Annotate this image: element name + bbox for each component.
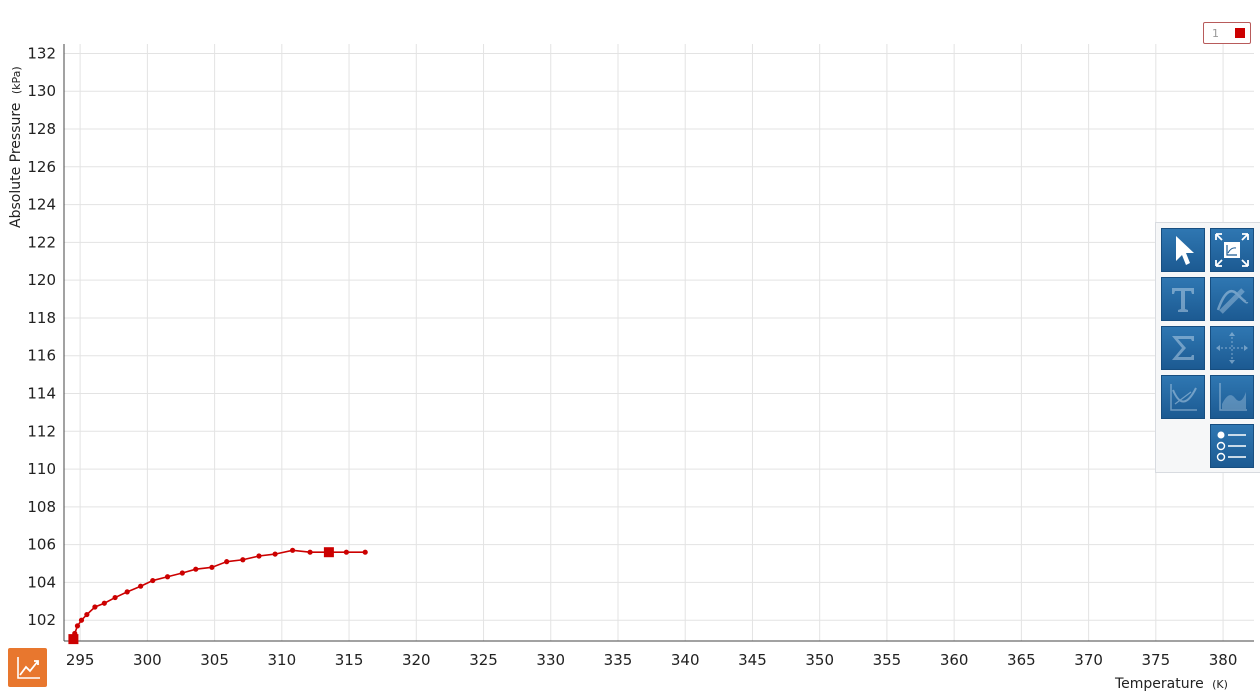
y-tick-label: 114 bbox=[27, 385, 56, 403]
x-tick-label: 360 bbox=[940, 651, 969, 669]
x-tick-label: 335 bbox=[604, 651, 633, 669]
x-tick-label: 310 bbox=[268, 651, 297, 669]
select-tool-button[interactable] bbox=[1161, 228, 1205, 272]
graph-toolbar bbox=[1155, 222, 1260, 473]
crosshair-icon bbox=[1216, 332, 1248, 364]
y-tick-label: 106 bbox=[27, 536, 56, 554]
data-point bbox=[112, 594, 118, 601]
legend-options-button[interactable] bbox=[1210, 424, 1254, 468]
x-tick-label: 300 bbox=[133, 651, 162, 669]
y-tick-label: 104 bbox=[27, 573, 56, 591]
y-tick-label: 116 bbox=[27, 347, 56, 365]
x-tick-label: 350 bbox=[805, 651, 834, 669]
statistics-button[interactable] bbox=[1161, 326, 1205, 370]
y-tick-label: 124 bbox=[27, 196, 56, 214]
data-point bbox=[74, 623, 81, 629]
data-point bbox=[343, 549, 349, 555]
y-tick-label: 128 bbox=[27, 120, 56, 138]
legend-swatch bbox=[1235, 28, 1245, 38]
data-point bbox=[209, 564, 215, 570]
x-tick-label: 355 bbox=[873, 651, 902, 669]
data-point bbox=[138, 583, 144, 589]
x-tick-label: 295 bbox=[66, 651, 95, 669]
data-point bbox=[84, 611, 90, 618]
y-tick-label: 108 bbox=[27, 498, 56, 516]
data-point bbox=[150, 577, 156, 584]
integral-area-icon bbox=[1219, 383, 1247, 411]
tick-layer: 295 300 305 310 315 320 325 330 335 340 345 350 355 3… bbox=[27, 44, 1237, 669]
series-marker bbox=[68, 634, 79, 645]
tangent-button[interactable] bbox=[1161, 375, 1205, 419]
x-tick-label: 375 bbox=[1142, 651, 1171, 669]
y-tick-label: 102 bbox=[27, 611, 56, 629]
y-axis-label: Absolute Pressure bbox=[8, 103, 24, 228]
y-tick-label: 118 bbox=[27, 309, 56, 327]
legend-label: 1 bbox=[1212, 26, 1219, 40]
x-tick-label: 325 bbox=[469, 651, 498, 669]
data-point bbox=[289, 547, 296, 553]
legend-options-icon bbox=[1216, 431, 1246, 462]
y-tick-label: 126 bbox=[27, 158, 56, 176]
x-tick-label: 365 bbox=[1007, 651, 1036, 669]
sigma-icon bbox=[1172, 336, 1194, 360]
x-tick-label: 315 bbox=[335, 651, 364, 669]
y-tick-label: 130 bbox=[27, 82, 56, 100]
y-tick-label: 112 bbox=[27, 422, 56, 440]
y-tick-label: 120 bbox=[27, 271, 56, 289]
x-tick-label: 345 bbox=[738, 651, 767, 669]
data-point bbox=[240, 557, 246, 563]
graph-app-icon[interactable] bbox=[8, 648, 47, 687]
legend-box[interactable]: 1 bbox=[1203, 22, 1251, 44]
data-point bbox=[193, 566, 199, 572]
x-tick-label: 320 bbox=[402, 651, 431, 669]
curve-fit-button[interactable] bbox=[1210, 277, 1254, 321]
data-point bbox=[92, 604, 98, 610]
autoscale-button[interactable] bbox=[1210, 228, 1254, 272]
x-axis-unit: (K) bbox=[1212, 678, 1228, 691]
series-layer bbox=[68, 547, 368, 645]
grid-layer bbox=[64, 44, 1254, 641]
data-point bbox=[124, 589, 130, 595]
annotation-button[interactable] bbox=[1161, 277, 1205, 321]
y-tick-label: 132 bbox=[27, 44, 56, 62]
x-tick-label: 305 bbox=[200, 651, 229, 669]
x-tick-label: 370 bbox=[1074, 651, 1103, 669]
x-tick-label: 340 bbox=[671, 651, 700, 669]
x-tick-label: 330 bbox=[536, 651, 565, 669]
arrow-cursor-icon bbox=[1176, 236, 1194, 265]
data-point bbox=[272, 551, 278, 557]
x-tick-label: 380 bbox=[1209, 651, 1238, 669]
line-graph-icon bbox=[16, 656, 40, 679]
x-axis-title: Temperature (K) bbox=[1114, 676, 1228, 692]
axes-layer bbox=[63, 44, 1254, 642]
series-marker bbox=[323, 547, 334, 558]
x-axis-label: Temperature bbox=[1114, 676, 1204, 692]
y-axis-title: Absolute Pressure (kPa) bbox=[8, 66, 24, 228]
data-point bbox=[101, 600, 107, 606]
data-point bbox=[224, 559, 230, 565]
autoscale-icon bbox=[1215, 233, 1249, 267]
data-point bbox=[164, 574, 171, 580]
curve-fit-icon bbox=[1216, 288, 1249, 314]
data-point bbox=[179, 570, 185, 576]
y-tick-label: 110 bbox=[27, 460, 56, 478]
series-line bbox=[72, 549, 366, 640]
integral-button[interactable] bbox=[1210, 375, 1254, 419]
y-axis-unit: (kPa) bbox=[10, 66, 23, 94]
data-point bbox=[362, 549, 368, 555]
y-tick-label: 122 bbox=[27, 233, 56, 251]
text-t-icon bbox=[1172, 288, 1194, 312]
data-point bbox=[307, 549, 313, 555]
tangent-icon bbox=[1170, 384, 1197, 411]
data-point bbox=[256, 553, 262, 559]
examine-button[interactable] bbox=[1210, 326, 1254, 370]
data-point bbox=[78, 617, 85, 623]
